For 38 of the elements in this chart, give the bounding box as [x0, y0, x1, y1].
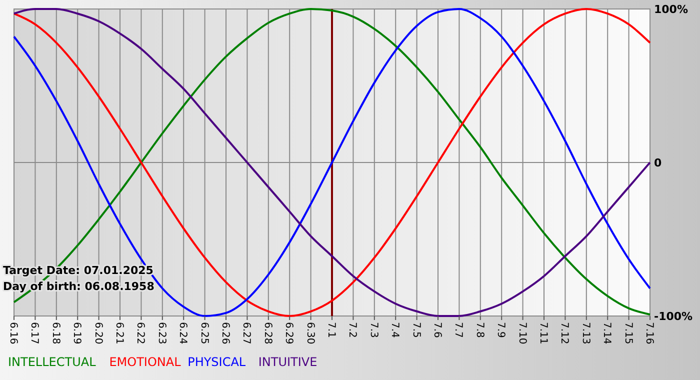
x-tick-label: 6.25 [198, 322, 210, 344]
text: INTELLECTUAL [8, 355, 96, 369]
x-tick-label: 7.7 [452, 322, 464, 338]
x-tick-label: 7.2 [346, 322, 358, 338]
x-tick-label: 7.5 [410, 322, 422, 338]
x-tick-label: 6.19 [71, 322, 82, 344]
x-tick-label: 6.17 [28, 322, 40, 344]
x-tick-label: 7.11 [538, 322, 548, 344]
x-tick-label: 7.1 [326, 322, 336, 338]
x-tick-label: 6.22 [134, 322, 146, 344]
x-tick-label: 6.21 [114, 322, 124, 344]
x-tick-label: 7.12 [558, 322, 570, 344]
x-tick-label: 6.24 [177, 322, 188, 344]
x-tick-label: 7.15 [622, 322, 634, 344]
y-tick-label: 0 [654, 156, 662, 170]
text: PHYSICAL [188, 355, 246, 369]
x-tick-label: 7.9 [495, 322, 506, 338]
x-tick-label: 6.20 [92, 322, 104, 344]
x-tick-label: 6.16 [8, 322, 18, 344]
x-tick-label: 6.18 [50, 322, 61, 344]
x-tick-label: 6.26 [220, 322, 230, 344]
text: EMOTIONAL [109, 355, 182, 369]
x-tick-label: 6.27 [240, 322, 252, 344]
y-tick-label: -100% [654, 310, 693, 323]
x-tick-label: 6.28 [262, 322, 273, 344]
text: INTUITIVE [258, 355, 318, 369]
x-tick-label: 6.30 [304, 322, 316, 344]
x-tick-label: 7.8 [474, 322, 485, 338]
x-tick-label: 7.6 [432, 322, 442, 338]
x-tick-label: 7.10 [516, 322, 528, 344]
x-tick-label: 7.3 [368, 322, 379, 338]
x-tick-label: 6.29 [283, 322, 294, 344]
y-tick-label: 100% [654, 2, 688, 16]
x-tick-label: 7.13 [580, 322, 591, 344]
x-tick-label: 6.23 [156, 322, 167, 344]
x-tick-label: 7.14 [601, 322, 612, 344]
x-tick-label: 7.16 [644, 322, 654, 344]
x-tick-label: 7.4 [389, 322, 400, 338]
